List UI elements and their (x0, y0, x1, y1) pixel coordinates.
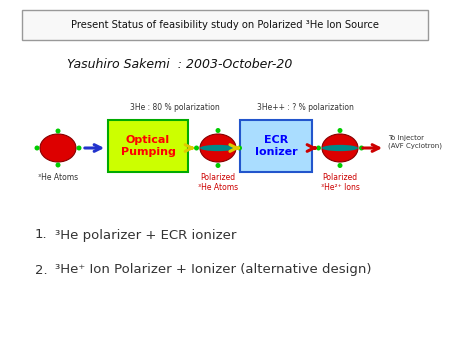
Circle shape (316, 145, 321, 150)
Circle shape (55, 128, 60, 134)
Text: Present Status of feasibility study on Polarized ³He Ion Source: Present Status of feasibility study on P… (71, 20, 379, 30)
Text: Yasuhiro Sakemi  : 2003-October-20: Yasuhiro Sakemi : 2003-October-20 (68, 58, 292, 72)
Circle shape (216, 163, 220, 168)
Ellipse shape (200, 145, 236, 151)
FancyBboxPatch shape (108, 120, 188, 172)
Text: 2.: 2. (35, 264, 48, 276)
FancyBboxPatch shape (22, 10, 428, 40)
Circle shape (338, 128, 342, 133)
Circle shape (35, 145, 40, 150)
Circle shape (237, 145, 242, 150)
Text: ³He polarizer + ECR ionizer: ³He polarizer + ECR ionizer (55, 228, 236, 241)
Text: 3He : 80 % polarization: 3He : 80 % polarization (130, 103, 220, 113)
Ellipse shape (200, 134, 236, 162)
Text: 1.: 1. (35, 228, 48, 241)
Circle shape (76, 145, 81, 150)
Text: Polarized
³He Atoms: Polarized ³He Atoms (198, 173, 238, 192)
Ellipse shape (322, 134, 358, 162)
Text: ³He⁺ Ion Polarizer + Ionizer (alternative design): ³He⁺ Ion Polarizer + Ionizer (alternativ… (55, 264, 372, 276)
Ellipse shape (322, 145, 358, 151)
FancyBboxPatch shape (240, 120, 312, 172)
Text: Optical
Pumping: Optical Pumping (121, 135, 176, 157)
Text: 3He++ : ? % polarization: 3He++ : ? % polarization (256, 103, 353, 113)
Circle shape (216, 128, 220, 133)
Circle shape (194, 145, 199, 150)
Text: ³He Atoms: ³He Atoms (38, 173, 78, 182)
Circle shape (338, 163, 342, 168)
Circle shape (55, 163, 60, 168)
Ellipse shape (40, 134, 76, 162)
Circle shape (359, 145, 364, 150)
Text: To Injector
(AVF Cyclotron): To Injector (AVF Cyclotron) (388, 135, 442, 149)
Text: ECR
Ionizer: ECR Ionizer (255, 135, 297, 157)
Text: Polarized
³He²⁺ Ions: Polarized ³He²⁺ Ions (320, 173, 360, 192)
